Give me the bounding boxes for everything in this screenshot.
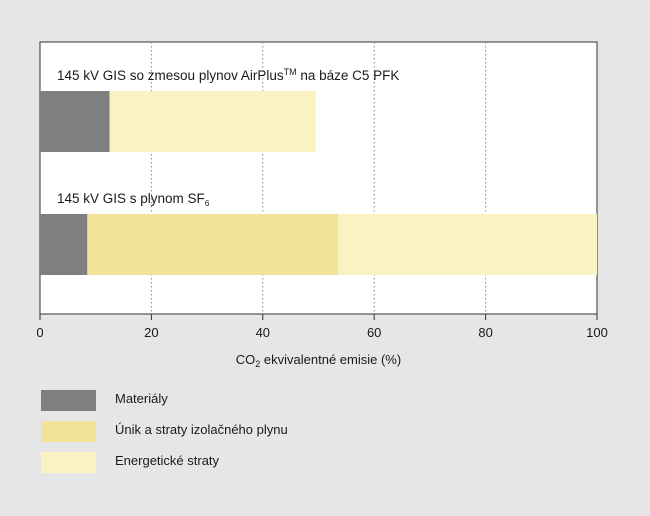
legend-swatch-gas-leak xyxy=(41,421,96,442)
legend-item-gas-leak: Únik a straty izolačného plynu xyxy=(41,421,461,443)
x-tick-label: 80 xyxy=(478,325,492,340)
bar-segment xyxy=(337,214,597,275)
x-tick-label: 40 xyxy=(256,325,270,340)
bar-segment xyxy=(40,214,88,275)
x-tick-label: 0 xyxy=(36,325,43,340)
category-label: 145 kV GIS so zmesou plynov AirPlusTM na… xyxy=(57,67,399,83)
legend-swatch-energy-loss xyxy=(41,452,96,473)
x-tick-label: 20 xyxy=(144,325,158,340)
category-label: 145 kV GIS s plynom SF6 xyxy=(57,191,210,208)
x-axis-title: CO2 ekvivalentné emisie (%) xyxy=(236,352,401,369)
bar-segment xyxy=(109,91,316,152)
bar-segment xyxy=(87,214,338,275)
legend-label-energy-loss: Energetické straty xyxy=(115,453,220,468)
legend-swatch-materials xyxy=(41,390,96,411)
x-tick-label: 100 xyxy=(586,325,608,340)
legend-label-gas-leak: Únik a straty izolačného plynu xyxy=(115,422,288,437)
legend-label-materials: Materiály xyxy=(115,391,168,406)
x-tick-label: 60 xyxy=(367,325,381,340)
legend-item-energy-loss: Energetické straty xyxy=(41,452,461,474)
bar-segment xyxy=(40,91,110,152)
legend-item-materials: Materiály xyxy=(41,390,461,412)
